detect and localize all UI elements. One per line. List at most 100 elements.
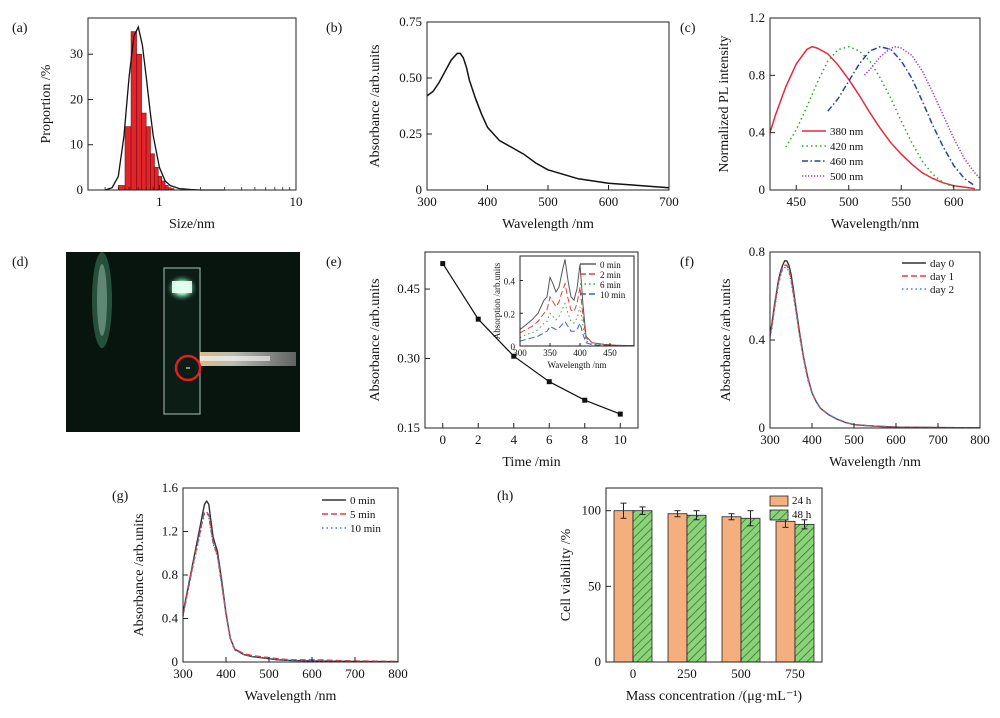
series-line-5min — [182, 511, 399, 663]
legend-label: day 2 — [930, 284, 954, 296]
y-tick-label: 100 — [582, 503, 602, 518]
histogram-bar — [118, 185, 126, 191]
series-line-420nm — [785, 45, 955, 188]
y-tick-label: 1.2 — [162, 524, 178, 539]
x-axis-label: Mass concentration /(μg·mL⁻¹) — [626, 689, 802, 704]
legend-label: 2 min — [600, 270, 621, 280]
y-tick-label: 0.8 — [749, 244, 765, 259]
series-line-380nm — [769, 45, 975, 190]
x-tick-label: 700 — [345, 666, 365, 681]
viability-bar — [667, 513, 688, 663]
y-axis-label: Absorbance /arb.units — [368, 45, 383, 168]
legend-label: 10 min — [350, 523, 381, 535]
legend-label: 48 h — [792, 509, 812, 521]
x-tick-label: 400 — [573, 348, 587, 358]
y-tick-label: 0.8 — [749, 67, 765, 82]
x-axis-label: Size/nm — [169, 217, 215, 232]
x-tick-label: 700 — [928, 432, 948, 447]
histogram-bar — [136, 53, 142, 191]
histogram-bar — [124, 126, 132, 191]
y-tick-label: 0 — [77, 182, 84, 197]
plot-frame — [424, 251, 639, 429]
y-tick-label: 0 — [595, 654, 602, 669]
fit-curve — [104, 25, 225, 191]
x-tick-label: 600 — [886, 432, 906, 447]
y-tick-label: 20 — [70, 91, 83, 106]
y-tick-label: 0.4 — [749, 125, 766, 140]
decay-point — [511, 353, 517, 359]
histogram-bar — [141, 112, 147, 191]
x-tick-label: 500 — [731, 666, 751, 681]
y-tick-label: 0.8 — [162, 567, 178, 582]
decay-line — [442, 263, 621, 415]
viability-bar — [740, 517, 761, 663]
x-tick-label: 350 — [543, 348, 557, 358]
chart-e-absorbance-time: 0 2 4 6 8 10 0.15 0.30 0.45 Time /min Absorbance /… — [368, 251, 639, 470]
y-tick-label: 1.6 — [162, 480, 179, 495]
chart-a-size-distribution: 1 10 0 10 20 30 Size/nm Proportion /% — [39, 17, 303, 232]
x-tick-label: 750 — [785, 666, 805, 681]
chart-g-absorbance-minutes: 300 400 500 600 700 800 0 0.4 0.8 1.2 1.6 Wavelengt… — [132, 480, 408, 704]
series-line-day2 — [769, 266, 981, 429]
x-tick-label: 6 — [546, 432, 553, 447]
x-axis-label: Wavelength /nm — [245, 689, 337, 704]
legend-label: 420 nm — [830, 141, 864, 153]
y-tick-label: 1.2 — [749, 10, 765, 25]
x-tick-label: 400 — [802, 432, 822, 447]
x-axis-label: Time /min — [502, 455, 560, 470]
panel-label-f: (f) — [680, 255, 694, 270]
series-line-10min — [182, 512, 399, 663]
viability-bar — [632, 510, 653, 663]
y-tick-label: 0 — [511, 342, 516, 352]
y-axis-label: Cell viability /% — [559, 528, 574, 621]
y-tick-label: 0 — [759, 182, 766, 197]
laser-beam-core — [200, 356, 270, 361]
histogram-bar — [154, 167, 159, 191]
y-tick-label: 0.30 — [397, 351, 420, 366]
photo-d-cuvette — [66, 252, 300, 432]
inset-line-6min — [519, 302, 635, 347]
left-reflection-core — [97, 264, 107, 336]
y-tick-label: 0.50 — [399, 70, 422, 85]
y-tick-label: 0.15 — [397, 420, 420, 435]
legend-label: 460 nm — [830, 156, 864, 168]
panel-label-g: (g) — [112, 489, 129, 504]
x-tick-label: 500 — [844, 432, 864, 447]
x-tick-label: 1 — [156, 194, 163, 209]
x-tick-label: 550 — [892, 194, 912, 209]
histogram-bar — [164, 185, 169, 191]
histogram-bar — [157, 176, 163, 191]
chart-f-absorbance-days: 300 400 500 600 700 800 0 0.4 0.8 Wavelength /nm A… — [719, 244, 990, 470]
y-axis-label: Absorption /arb.units — [492, 262, 502, 339]
inset-line-2min — [519, 281, 635, 347]
histogram-bar — [145, 126, 151, 191]
viability-bar — [775, 520, 796, 663]
y-tick-label: 30 — [70, 46, 83, 61]
x-axis-label: Wavelength/nm — [831, 217, 919, 232]
series-line-500nm — [863, 45, 981, 180]
highlight-circle — [174, 354, 202, 382]
y-tick-label: 0.45 — [397, 281, 420, 296]
x-tick-label: 500 — [839, 194, 859, 209]
left-reflection — [92, 252, 112, 348]
panel-label-b: (b) — [326, 21, 343, 36]
histogram-bar — [161, 180, 166, 191]
y-tick-label: 0 — [759, 420, 766, 435]
y-axis-label: Absorbance /arb.units — [368, 279, 383, 402]
x-tick-label: 700 — [659, 194, 679, 209]
x-tick-label: 450 — [603, 348, 617, 358]
x-tick-label: 2 — [475, 432, 482, 447]
cuvette-highlight — [172, 281, 192, 293]
legend-label: 0 min — [600, 260, 621, 270]
plot-frame — [426, 21, 670, 191]
legend-label: 6 min — [600, 280, 621, 290]
x-tick-label: 0 — [440, 432, 447, 447]
y-tick-label: 0.4 — [162, 611, 179, 626]
chart-b-absorbance: 300 400 500 600 700 0 0.25 0.50 0.75 Wavelength /… — [368, 14, 679, 232]
histogram-bar — [150, 153, 155, 191]
y-tick-label: 0 — [172, 654, 179, 669]
legend-label: 24 h — [792, 495, 812, 507]
panel-label-e: (e) — [326, 255, 342, 270]
y-axis-label: Absorbance /arb.units — [132, 514, 147, 637]
viability-bar — [686, 514, 707, 663]
